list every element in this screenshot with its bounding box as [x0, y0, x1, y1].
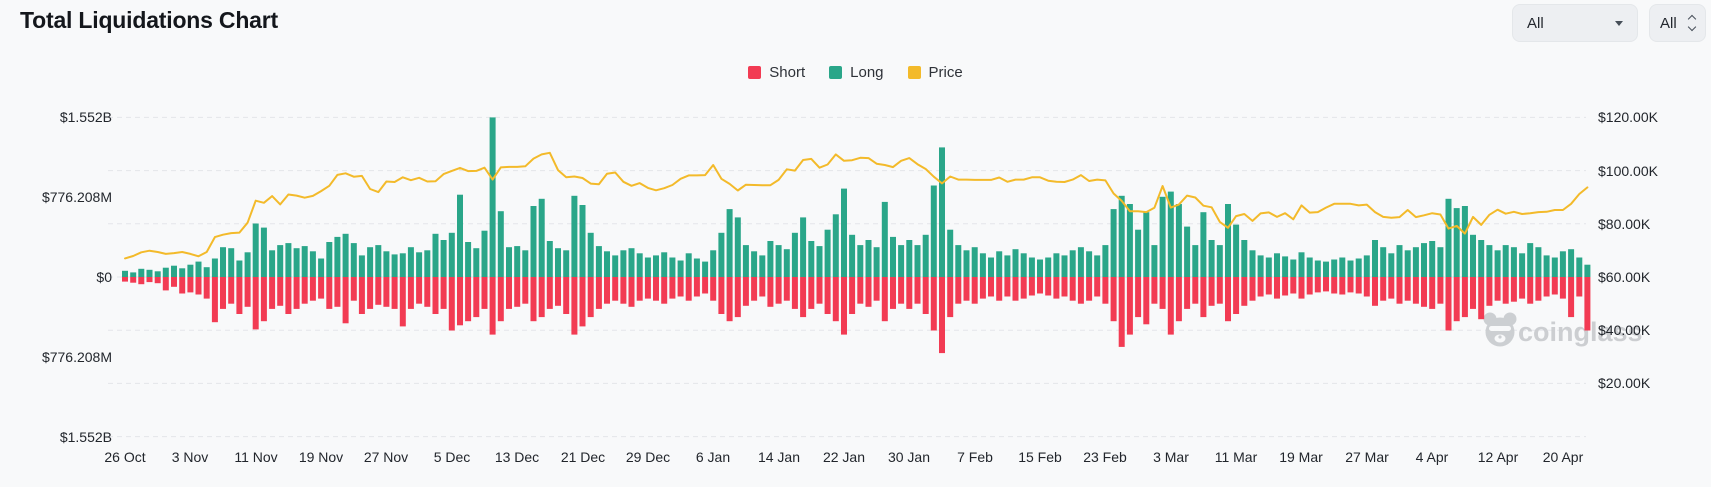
x-axis-label: 11 Mar: [1214, 449, 1258, 465]
x-axis-label: 23 Feb: [1083, 449, 1127, 465]
filter-dropdown-value: All: [1527, 14, 1544, 32]
x-axis-label: 4 Apr: [1415, 449, 1449, 465]
y-axis-right-label: $100.00K: [1598, 163, 1658, 179]
x-axis-label: 22 Jan: [822, 449, 866, 465]
y-axis-right-label: $120.00K: [1598, 109, 1658, 125]
x-axis-label: 19 Mar: [1279, 449, 1323, 465]
x-axis-label: 6 Jan: [695, 449, 731, 465]
x-axis-label: 7 Feb: [957, 449, 993, 465]
x-axis-label: 3 Nov: [171, 449, 209, 465]
x-axis-label: 15 Feb: [1018, 449, 1062, 465]
y-axis-left-label: $1.552B: [59, 429, 112, 445]
watermark-text: coinglass: [1518, 317, 1643, 347]
legend-label-short: Short: [769, 64, 806, 81]
y-axis-right-label: $40.00K: [1598, 322, 1651, 338]
legend-swatch-long: [829, 66, 843, 79]
filter-dropdown-all[interactable]: All: [1512, 4, 1638, 42]
y-axis-left-label: $0: [96, 269, 112, 285]
x-axis-label: 21 Dec: [560, 449, 606, 465]
x-axis-label: 5 Dec: [433, 449, 471, 465]
legend-item-short[interactable]: Short: [748, 64, 805, 81]
legend-item-long[interactable]: Long: [829, 64, 884, 81]
legend-item-price[interactable]: Price: [907, 64, 963, 81]
sort-dropdown-value: All: [1660, 14, 1677, 32]
legend-swatch-price: [907, 66, 921, 79]
sort-dropdown-all[interactable]: All: [1649, 4, 1706, 42]
legend-label-long: Long: [850, 64, 884, 81]
legend-label-price: Price: [928, 64, 963, 81]
y-axis-left-label: $776.208M: [41, 189, 112, 205]
x-axis-label: 27 Mar: [1345, 449, 1389, 465]
bear-logo-icon: [1483, 312, 1517, 347]
long-bars-series[interactable]: [122, 117, 1591, 278]
coinglass-watermark: coinglass: [1483, 312, 1643, 347]
caret-down-icon: [1615, 20, 1623, 26]
x-axis-label: 30 Jan: [887, 449, 931, 465]
y-axis-left-label: $1.552B: [59, 109, 112, 125]
x-axis-label: 20 Apr: [1542, 449, 1584, 465]
page-title: Total Liquidations Chart: [20, 7, 278, 33]
y-axis-right-label: $80.00K: [1598, 216, 1651, 232]
x-axis-label: 19 Nov: [298, 449, 344, 465]
x-axis-label: 29 Dec: [625, 449, 671, 465]
y-axis-right-label: $60.00K: [1598, 269, 1651, 285]
x-axis-label: 14 Jan: [757, 449, 801, 465]
y-axis-left-label: $776.208M: [41, 349, 112, 365]
x-axis-label: 3 Mar: [1153, 449, 1189, 465]
x-axis-label: 27 Nov: [363, 449, 409, 465]
price-line[interactable]: [124, 151, 1589, 260]
x-axis-label: 13 Dec: [494, 449, 540, 465]
x-axis-label: 11 Nov: [234, 449, 278, 465]
chart-legend: Short Long Price: [0, 64, 1711, 81]
x-axis-label: 26 Oct: [104, 449, 146, 465]
x-axis-label: 12 Apr: [1477, 449, 1519, 465]
short-bars-series[interactable]: [122, 277, 1591, 354]
legend-swatch-short: [748, 66, 762, 79]
y-axis-right-label: $20.00K: [1598, 375, 1651, 391]
